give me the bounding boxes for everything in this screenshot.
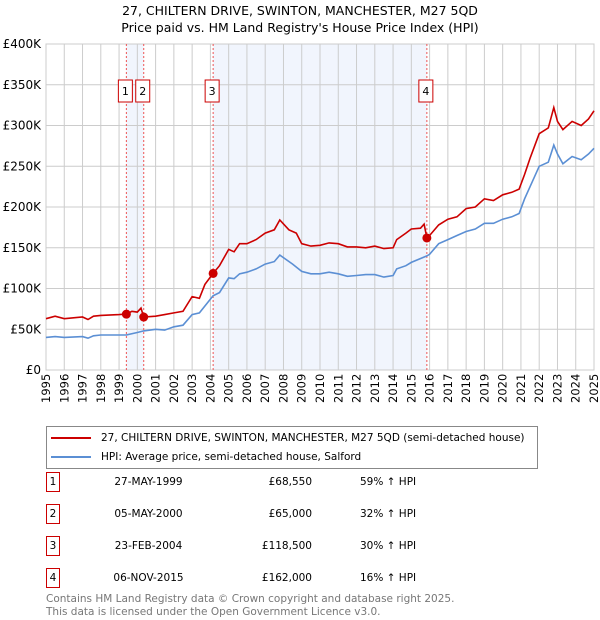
y-tick-label: £400K [3,37,43,51]
sale-marker-box [117,79,133,103]
legend-item-property: 27, CHILTERN DRIVE, SWINTON, MANCHESTER,… [51,429,525,447]
sale-hpi: 30% ↑ HPI [360,540,417,552]
x-tick-label: 2013 [368,374,382,403]
sale-date: 06-NOV-2015 [113,572,184,584]
x-tick-label: 2004 [203,374,217,403]
legend-label: 27, CHILTERN DRIVE, SWINTON, MANCHESTER,… [101,432,525,444]
sale-price: £65,000 [268,508,312,520]
sale-price: £118,500 [261,540,312,552]
x-tick-label: 2008 [276,374,290,403]
x-tick-label: 2020 [496,374,510,403]
x-tick-label: 2022 [532,374,546,403]
table-row: 1 27-MAY-1999 £68,550 59% ↑ HPI [46,472,546,492]
x-tick-label: 2001 [149,374,163,403]
footer-licence: This data is licensed under the Open Gov… [46,606,381,618]
chart-title: 27, CHILTERN DRIVE, SWINTON, MANCHESTER,… [122,3,478,18]
table-row: 4 06-NOV-2015 £162,000 16% ↑ HPI [46,568,546,588]
x-tick-label: 2000 [130,374,144,403]
x-tick-label: 2018 [459,374,473,403]
legend-swatch-blue [51,456,91,458]
y-tick-label: £250K [3,159,43,173]
x-tick-label: 2014 [386,374,400,403]
legend-item-hpi: HPI: Average price, semi-detached house,… [51,448,361,466]
plot-border [45,43,595,371]
sale-date: 27-MAY-1999 [114,476,183,488]
hpi-line [45,142,595,340]
x-tick-label: 2012 [350,374,364,403]
sale-point [139,312,149,322]
sale-hpi: 59% ↑ HPI [360,476,417,488]
sale-date: 23-FEB-2004 [114,540,183,552]
sale-marker-box [204,79,220,103]
y-tick-label: £50K [10,322,42,336]
x-tick-label: 2002 [167,374,181,403]
x-tick-label: 1995 [39,374,53,403]
legend: 27, CHILTERN DRIVE, SWINTON, MANCHESTER,… [46,426,538,469]
x-tick-label: 2016 [423,374,437,403]
sale-point [422,233,432,243]
x-tick-label: 2010 [313,374,327,403]
sale-hpi: 16% ↑ HPI [360,572,417,584]
x-tick-label: 2023 [550,374,564,403]
sale-number-badge: 2 [46,504,60,524]
sale-marker-box [418,79,434,103]
footer-copyright: Contains HM Land Registry data © Crown c… [46,593,455,605]
sale-marker-label: 3 [209,85,216,98]
legend-swatch-red [51,437,91,439]
chart-subtitle: Price paid vs. HM Land Registry's House … [121,20,479,35]
sale-marker-label: 4 [422,85,429,98]
x-tick-label: 1996 [57,374,71,403]
price-chart: 1 2 3 4 £0 £50K £100K £150K £200K £250K £300K £350K… [3,37,600,403]
x-tick-label: 2025 [587,374,600,403]
y-tick-label: £150K [3,241,43,255]
x-tick-label: 1998 [94,374,108,403]
x-tick-label: 2021 [514,374,528,403]
x-tick-label: 2017 [441,374,455,403]
x-tick-label: 2005 [222,374,236,403]
x-tick-label: 2015 [404,374,418,403]
x-tick-label: 2011 [331,374,345,403]
sale-marker-label: 2 [139,85,146,98]
sale-number-badge: 3 [46,536,60,556]
sale-date: 05-MAY-2000 [114,508,183,520]
y-tick-label: £100K [3,282,43,296]
x-tick-label: 2009 [295,374,309,403]
sale-point [208,268,218,278]
sale-marker-label: 1 [122,85,129,98]
sale-price: £68,550 [268,476,312,488]
x-tick-label: 2024 [569,374,583,403]
y-tick-label: £0 [26,363,41,377]
sale-point [121,309,131,319]
x-tick-label: 1997 [76,374,90,403]
y-tick-label: £300K [3,119,43,133]
sale-hpi: 32% ↑ HPI [360,508,417,520]
sale-number-badge: 4 [46,568,60,588]
legend-label: HPI: Average price, semi-detached house,… [101,451,362,463]
y-tick-label: £350K [3,78,43,92]
x-tick-label: 2003 [185,374,199,403]
y-tick-label: £200K [3,200,43,214]
x-tick-label: 2019 [477,374,491,403]
sale-price: £162,000 [261,572,312,584]
x-tick-label: 2006 [240,374,254,403]
table-row: 2 05-MAY-2000 £65,000 32% ↑ HPI [46,504,546,524]
sale-marker-box [135,79,151,103]
x-tick-label: 1999 [112,374,126,403]
x-tick-label: 2007 [258,374,272,403]
sale-number-badge: 1 [46,472,60,492]
table-row: 3 23-FEB-2004 £118,500 30% ↑ HPI [46,536,546,556]
